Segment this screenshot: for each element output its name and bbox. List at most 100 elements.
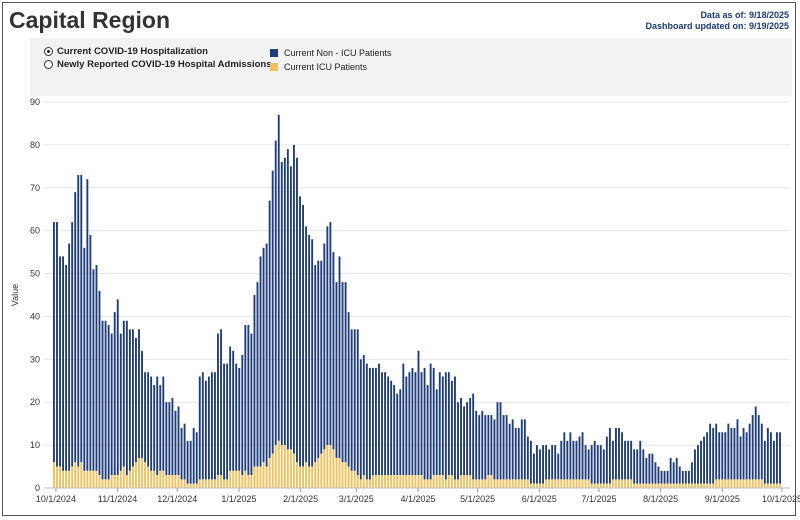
legend-item-icu: Current ICU Patients (270, 62, 367, 72)
bar-non-icu (499, 402, 502, 480)
bar-non-icu (651, 453, 654, 484)
bar-non-icu (590, 445, 593, 484)
bar-non-icu (605, 436, 608, 484)
bar-non-icu (71, 222, 74, 467)
bar-icu (736, 479, 739, 488)
bar-non-icu (122, 320, 125, 467)
bar-non-icu (602, 449, 605, 484)
bar-icu (396, 475, 399, 488)
bar-icu (283, 445, 286, 488)
bar-icu (299, 466, 301, 488)
x-tick-label: 10/1/2024 (36, 494, 76, 504)
bar-icu (262, 462, 265, 488)
bar-non-icu (420, 372, 423, 476)
bar-icu (742, 479, 745, 488)
bar-icu (177, 475, 180, 488)
bar-non-icu (347, 312, 350, 467)
bar-icu (289, 449, 292, 488)
bar-non-icu (630, 440, 633, 480)
bar-icu (144, 462, 147, 488)
bar-non-icu (368, 367, 371, 480)
bar-icu (378, 475, 380, 488)
bar-non-icu (116, 299, 119, 476)
bar-non-icu (128, 329, 131, 471)
bar-non-icu (560, 440, 563, 480)
bar-non-icu (511, 419, 514, 480)
bar-icu (368, 479, 371, 488)
bar-non-icu (763, 440, 766, 484)
bar-non-icu (593, 440, 596, 484)
bar-non-icu (627, 440, 630, 480)
radio-unselected-icon[interactable] (44, 60, 53, 69)
bar-non-icu (596, 445, 599, 484)
bar-icu (162, 470, 165, 488)
bar-non-icu (432, 367, 435, 476)
bar-icu (721, 479, 724, 488)
bar-icu (578, 479, 581, 488)
bar-non-icu (171, 397, 174, 476)
bar-non-icu (378, 363, 380, 476)
bar-non-icu (441, 376, 444, 476)
bar-icu (502, 479, 505, 488)
bar-non-icu (314, 264, 317, 463)
bar-icu (605, 483, 608, 488)
bar-icu (131, 466, 134, 488)
y-tick-label: 30 (30, 354, 40, 364)
bar-icu (74, 462, 77, 488)
bar-icu (323, 449, 326, 488)
y-tick-label: 10 (30, 440, 40, 450)
bar-icu (217, 475, 219, 488)
bar-icu (566, 479, 569, 488)
bar-icu (630, 479, 633, 488)
bar-non-icu (183, 423, 186, 480)
bar-icu (311, 466, 314, 488)
bar-icu (101, 479, 104, 488)
bar-non-icu (608, 427, 611, 484)
y-tick-label: 80 (30, 140, 40, 150)
bar-icu (706, 483, 709, 488)
bar-non-icu (466, 402, 469, 476)
radio-new-admissions[interactable]: Newly Reported COVID-19 Hospital Admissi… (44, 59, 272, 70)
bar-non-icu (639, 440, 642, 484)
bar-non-icu (241, 355, 244, 476)
bar-non-icu (684, 470, 687, 484)
bar-non-icu (135, 337, 137, 463)
radio-selected-icon[interactable] (44, 47, 53, 56)
bar-icu (68, 470, 71, 488)
bar-icu (80, 462, 83, 488)
bar-non-icu (217, 333, 219, 476)
bar-icu (274, 445, 277, 488)
bar-non-icu (697, 445, 699, 484)
bar-icu (648, 483, 651, 488)
y-tick-label: 90 (30, 97, 40, 107)
bar-non-icu (56, 222, 58, 467)
bar-icu (107, 479, 110, 488)
bar-non-icu (523, 419, 526, 480)
bar-icu (450, 475, 453, 488)
bar-non-icu (131, 329, 134, 467)
bar-non-icu (153, 385, 156, 471)
bar-non-icu (341, 282, 344, 463)
bar-icu (296, 462, 298, 488)
y-tick-label: 60 (30, 226, 40, 236)
bar-icu (581, 479, 584, 488)
radio-current-hospitalization[interactable]: Current COVID-19 Hospitalization (44, 46, 208, 57)
bar-non-icu (621, 432, 623, 480)
bar-non-icu (402, 363, 405, 476)
bar-non-icu (700, 440, 702, 484)
bar-non-icu (268, 200, 271, 458)
bar-non-icu (141, 350, 143, 458)
bar-non-icu (672, 462, 675, 484)
bar-icu (584, 479, 587, 488)
bar-icu (560, 479, 563, 488)
bar-icu (447, 475, 450, 488)
bar-icu (119, 470, 122, 488)
bar-non-icu (62, 256, 64, 471)
bar-icu (326, 445, 329, 488)
bar-non-icu (256, 282, 259, 467)
legend-label: Current Non - ICU Patients (284, 48, 392, 58)
bar-icu (526, 479, 529, 488)
bar-non-icu (687, 470, 690, 484)
bar-icu (113, 475, 116, 488)
bar-icu (62, 470, 64, 488)
